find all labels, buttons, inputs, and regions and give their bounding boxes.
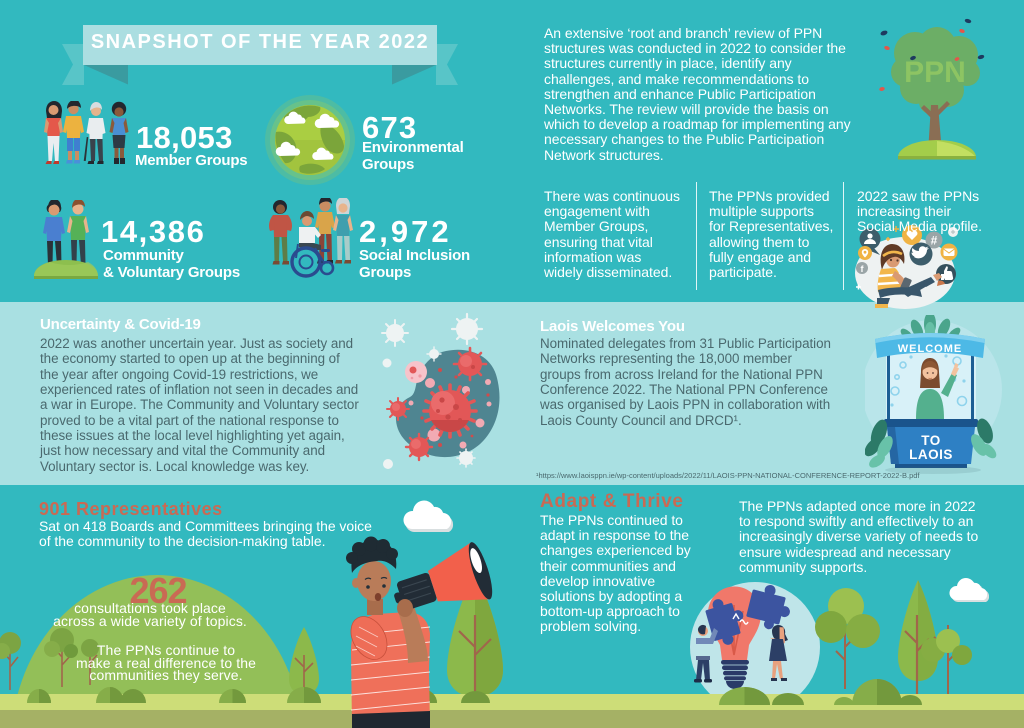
svg-text:PPN: PPN [904, 56, 966, 89]
svg-text:LAOIS: LAOIS [909, 447, 953, 462]
svg-text:WELCOME: WELCOME [898, 343, 962, 355]
svg-text:#: # [931, 234, 938, 248]
svg-text:TO: TO [921, 433, 941, 448]
svg-text:f: f [861, 264, 865, 274]
